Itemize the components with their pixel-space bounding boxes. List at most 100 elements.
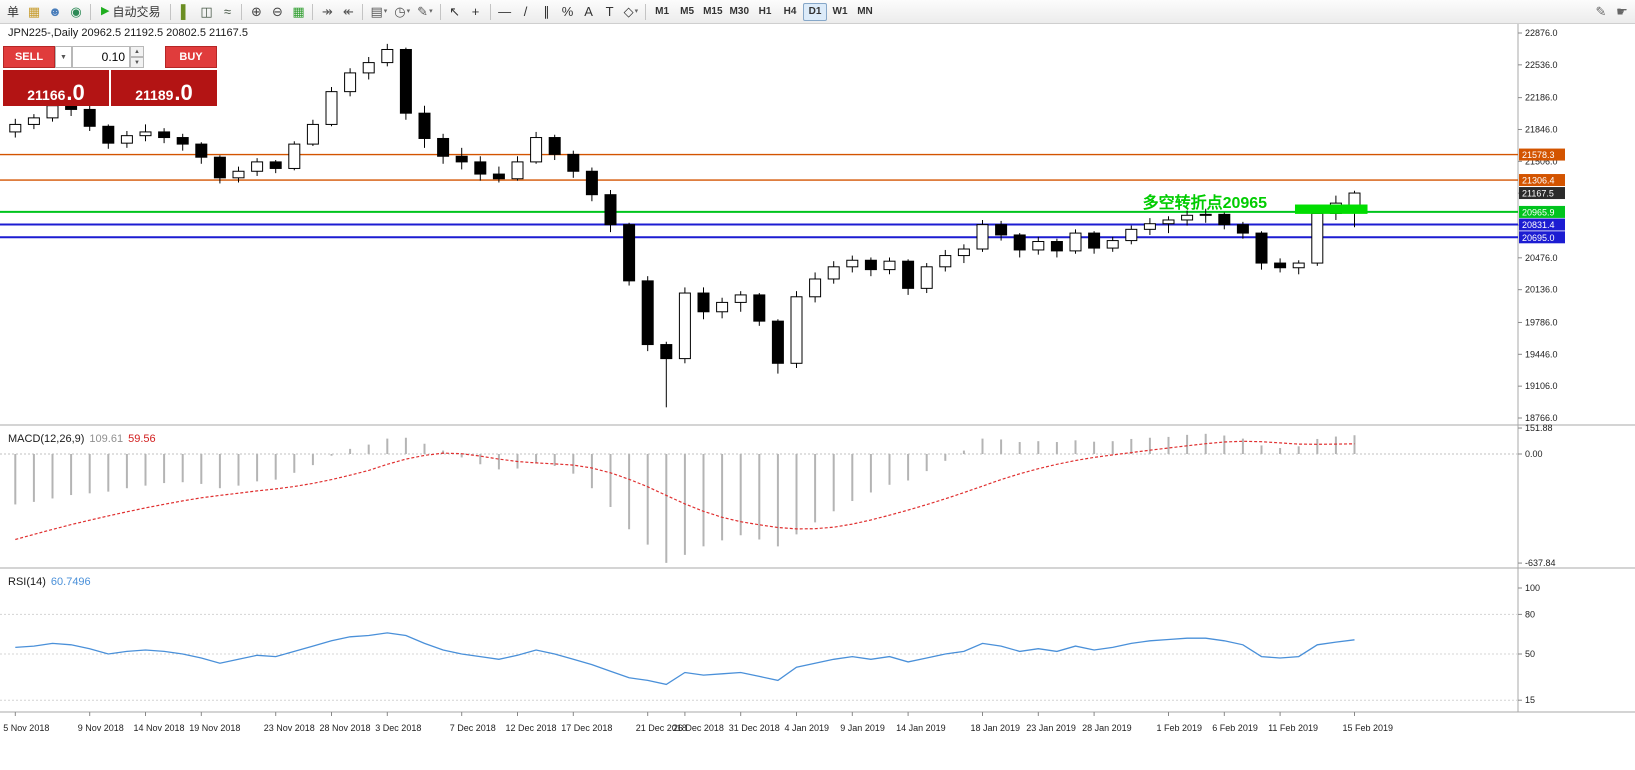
timeframe-d1[interactable]: D1 (803, 2, 827, 21)
compose-icon[interactable]: ✎ (1591, 2, 1611, 22)
candle (139, 124, 152, 142)
pointer-hand-icon: ☛ (1616, 4, 1628, 19)
price-tag-box (1519, 231, 1565, 244)
timeframe-m30[interactable]: M30 (727, 3, 752, 21)
annotation-text[interactable]: 多空转折点20965 (1143, 193, 1268, 212)
trendline-icon: / (523, 4, 528, 19)
macd-label: MACD(12,26,9) 109.61 59.56 (8, 433, 156, 445)
volume-input[interactable] (72, 46, 130, 68)
candle (1236, 221, 1249, 239)
timeframe-w1[interactable]: W1 (828, 3, 852, 21)
toolbar: 单 ▦ ☻ ◉ ▶ 自动交易 ▌ ◫ ≈ ⊕ ⊖ ▦ ↠ ↞ ▤ ▾ ◷ ▾ ✎ ▾ ↖ + — / ∥% A T ◇ ▾ M1 M5 M15… (0, 0, 1635, 24)
community-icon[interactable]: ◉ (66, 2, 86, 22)
timeframe-h1[interactable]: H1 (753, 3, 777, 21)
fibonacci-icon[interactable]: % (558, 2, 578, 22)
candle (548, 134, 561, 161)
price-tag-label: 20965.9 (1522, 207, 1555, 217)
chart-canvas[interactable]: 22876.0 22536.0 22186.0 21846.0 21506.0 21166… (0, 24, 1635, 770)
candle-body (418, 112, 431, 139)
chart-shift-icon[interactable]: ↞ (338, 2, 358, 22)
sell-price-frac: .0 (66, 80, 85, 106)
price-tag-box (1519, 148, 1565, 161)
candle (344, 68, 357, 97)
candle (790, 291, 803, 368)
bar-chart-icon[interactable]: ▌ (175, 2, 195, 22)
profile-icon[interactable]: ☻ (45, 2, 65, 22)
candle-body (1236, 224, 1249, 234)
timeframe-m1[interactable]: M1 (650, 3, 674, 21)
toolbar-right: ✎ ☛ (1591, 2, 1632, 22)
candle-body (753, 294, 766, 322)
candle-body (976, 224, 989, 250)
label-icon[interactable]: T (600, 2, 620, 22)
x-axis-label: 17 Dec 2018 (561, 723, 612, 733)
horizontal-line-icon[interactable]: — (495, 2, 515, 22)
crosshair-icon[interactable]: + (466, 2, 486, 22)
candle (1255, 231, 1268, 270)
channel-icon[interactable]: ∥ (537, 2, 557, 22)
candlestick-chart-icon[interactable]: ◫ (196, 2, 216, 22)
price-tag-label: 21306.4 (1522, 176, 1555, 186)
toolbar-separator (241, 3, 243, 20)
candle-body (65, 105, 78, 110)
new-order-button[interactable]: 单 (3, 2, 23, 22)
sell-price-display[interactable]: 21166.0 (3, 70, 109, 106)
arrows-icon[interactable]: ◇ ▾ (621, 2, 642, 22)
highlight-rectangle[interactable] (1294, 204, 1368, 214)
buy-price-display[interactable]: 21189.0 (111, 70, 217, 106)
candle-body (920, 266, 933, 289)
auto-scroll-icon[interactable]: ↠ (317, 2, 337, 22)
candle (567, 150, 580, 178)
candle (474, 156, 487, 181)
candle-body (734, 294, 747, 303)
periods-icon[interactable]: ◷ ▾ (391, 2, 413, 22)
zoom-in-icon[interactable]: ⊕ (246, 2, 266, 22)
macd-axis-tick: 0.00 (1525, 449, 1543, 459)
candle (381, 43, 394, 67)
x-axis-label: 14 Jan 2019 (896, 723, 946, 733)
chart-window-icon[interactable]: ▦ (24, 2, 44, 22)
x-axis-label: 19 Nov 2018 (189, 723, 240, 733)
rsi-value: 60.7496 (50, 576, 91, 588)
candle-body (623, 224, 636, 282)
volume-dropdown-button[interactable]: ▼ (55, 46, 72, 68)
y-axis-tick: 22536.0 (1525, 60, 1558, 70)
candle (437, 133, 450, 164)
cursor-icon[interactable]: ↖ (445, 2, 465, 22)
candle (1125, 225, 1138, 245)
candle-body (957, 248, 970, 257)
zoom-out-icon[interactable]: ⊖ (267, 2, 287, 22)
y-axis-tick: 22876.0 (1525, 28, 1558, 38)
pointer-hand-icon[interactable]: ☛ (1612, 2, 1632, 22)
sell-button[interactable]: SELL (3, 46, 55, 68)
candle (1106, 236, 1119, 252)
text-icon[interactable]: A (579, 2, 599, 22)
timeframe-m15[interactable]: M15 (700, 3, 725, 21)
candle-body (1292, 262, 1305, 269)
text-icon: A (584, 4, 593, 19)
tile-windows-icon: ▦ (292, 4, 305, 19)
volume-up-button[interactable]: ▲ (130, 46, 144, 57)
candle (418, 105, 431, 148)
timeframe-m5[interactable]: M5 (675, 3, 699, 21)
line-chart-icon[interactable]: ≈ (217, 2, 237, 22)
candle-body (9, 123, 22, 133)
candle (288, 141, 301, 171)
trendline-icon[interactable]: / (516, 2, 536, 22)
templates-icon[interactable]: ✎ ▾ (414, 2, 435, 22)
tile-windows-icon[interactable]: ▦ (288, 2, 308, 22)
candle-body (548, 137, 561, 155)
price-tag: 20965.9 (1519, 205, 1565, 218)
candle (734, 291, 747, 312)
buy-button[interactable]: BUY (165, 46, 217, 68)
new-chart-icon[interactable]: ▤ ▾ (367, 2, 390, 22)
candle (176, 133, 189, 151)
timeframe-mn[interactable]: MN (853, 3, 877, 21)
autotrading-button[interactable]: ▶ 自动交易 (95, 2, 166, 22)
chart-background[interactable] (0, 24, 1635, 770)
candle (809, 272, 822, 303)
timeframe-h4[interactable]: H4 (778, 3, 802, 21)
x-axis-label: 14 Nov 2018 (134, 723, 185, 733)
volume-down-button[interactable]: ▼ (130, 57, 144, 68)
price-tag-label: 21578.3 (1522, 150, 1555, 160)
